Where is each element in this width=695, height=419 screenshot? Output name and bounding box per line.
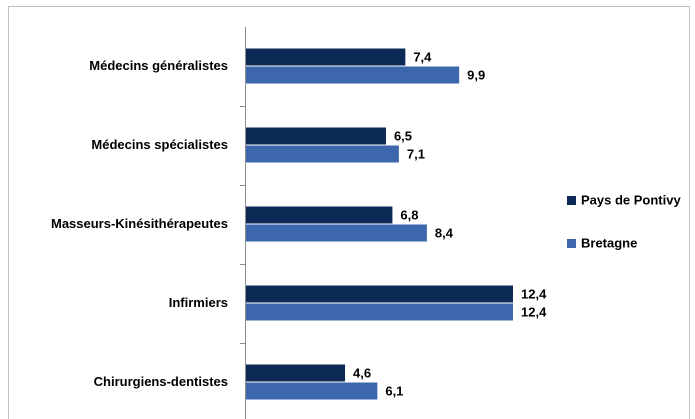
- value-label: 4,6: [353, 365, 371, 380]
- category-label: Médecins spécialistes: [91, 137, 228, 152]
- category-label: Chirurgiens-dentistes: [94, 374, 228, 389]
- value-label: 6,5: [394, 128, 412, 143]
- value-label: 9,9: [467, 67, 485, 82]
- legend-label: Pays de Pontivy: [581, 192, 681, 207]
- bar: [246, 145, 399, 163]
- value-label: 6,8: [400, 207, 418, 222]
- bar: [246, 224, 427, 242]
- category-label: Masseurs-Kinésithérapeutes: [51, 216, 228, 231]
- bar: [246, 48, 406, 66]
- legend-swatch: [567, 196, 576, 205]
- bar: [246, 382, 378, 400]
- value-label: 12,4: [521, 304, 547, 319]
- bar: [246, 364, 346, 382]
- bar: [246, 66, 460, 84]
- value-label: 7,1: [407, 146, 425, 161]
- value-label: 12,4: [521, 286, 547, 301]
- bar: [246, 206, 393, 224]
- bar: [246, 303, 513, 321]
- value-label: 7,4: [413, 49, 432, 64]
- value-label: 8,4: [435, 225, 454, 240]
- category-label: Infirmiers: [169, 295, 228, 310]
- bar: [246, 285, 513, 303]
- legend-label: Bretagne: [581, 235, 637, 250]
- legend-swatch: [567, 239, 576, 248]
- category-label: Médecins généralistes: [89, 58, 228, 73]
- value-label: 6,1: [385, 383, 403, 398]
- bar: [246, 127, 386, 145]
